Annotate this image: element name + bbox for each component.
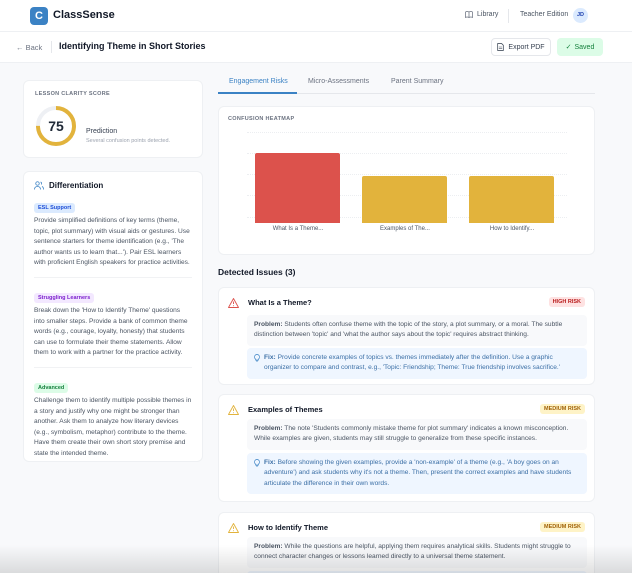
- detected-issues-heading: Detected Issues (3): [218, 267, 296, 277]
- fix-box: Fix: Provide concrete examples of topics…: [247, 348, 587, 379]
- score-label: LESSON CLARITY SCORE: [35, 91, 110, 97]
- problem-label: Problem:: [254, 543, 283, 550]
- warning-icon: [228, 298, 239, 308]
- problem-label: Problem:: [254, 425, 283, 432]
- active-tab-indicator: [218, 92, 297, 94]
- advanced-section: Advanced Challenge them to identify mult…: [34, 376, 192, 468]
- tab-micro-assessments[interactable]: Micro-Assessments: [308, 78, 370, 85]
- issue-card: What Is a Theme? HIGH RISK Problem: Stud…: [218, 287, 595, 385]
- prediction-text: Several confusion points detected.: [86, 138, 171, 144]
- lightbulb-icon: [254, 459, 260, 467]
- fix-box: [247, 571, 587, 573]
- tab-engagement-risks[interactable]: Engagement Risks: [229, 78, 288, 85]
- divider: [508, 9, 509, 23]
- warning-icon: [228, 405, 239, 415]
- issue-title: Examples of Themes: [248, 405, 323, 414]
- app-name[interactable]: ClassSense: [53, 9, 115, 21]
- risk-badge: MEDIUM RISK: [540, 404, 585, 414]
- page-title: Identifying Theme in Short Stories: [59, 41, 206, 51]
- lightbulb-icon: [254, 354, 260, 362]
- fix-text: Before showing the given examples, provi…: [264, 459, 572, 487]
- risk-badge: MEDIUM RISK: [540, 522, 585, 532]
- tab-parent-summary[interactable]: Parent Summary: [391, 78, 444, 85]
- bar-examples-of-themes[interactable]: [362, 176, 447, 223]
- problem-text: The note 'Students commonly mistake them…: [254, 425, 569, 443]
- check-icon: ✓: [565, 44, 572, 51]
- library-label: Library: [477, 11, 499, 18]
- fix-text: Provide concrete examples of topics vs. …: [264, 354, 560, 372]
- top-nav-bar: C ClassSense Library Teacher Edition JD: [0, 0, 632, 32]
- score-value: 75: [48, 118, 64, 134]
- export-pdf-button[interactable]: Export PDF: [491, 38, 551, 56]
- fix-label: Fix:: [264, 354, 276, 361]
- issue-title: How to Identify Theme: [248, 523, 329, 532]
- export-pdf-label: Export PDF: [508, 43, 545, 51]
- risk-badge: HIGH RISK: [548, 297, 585, 307]
- issue-card: Examples of Themes MEDIUM RISK Problem: …: [218, 394, 595, 502]
- saved-button[interactable]: ✓ Saved: [557, 38, 603, 56]
- users-icon: [34, 181, 44, 190]
- library-link[interactable]: Library: [465, 11, 498, 18]
- page-header: ← Back Identifying Theme in Short Storie…: [0, 32, 632, 63]
- warning-icon: [228, 523, 239, 533]
- problem-box: Problem: The note 'Students commonly mis…: [247, 419, 587, 450]
- bar-label: How to Identify...: [489, 226, 535, 232]
- problem-box: Problem: Students often confuse theme wi…: [247, 315, 587, 346]
- struggling-learners-section: Struggling Learners Break down the 'How …: [34, 286, 192, 368]
- grid-line: [247, 132, 567, 133]
- grid-line: [247, 174, 567, 175]
- tab-bar: Engagement Risks Micro-Assessments Paren…: [218, 74, 595, 94]
- saved-label: Saved: [574, 43, 595, 51]
- fix-label: Fix:: [264, 459, 276, 466]
- bar-label: Examples of The...: [380, 226, 430, 232]
- problem-box: Problem: While the questions are helpful…: [247, 537, 587, 568]
- esl-support-text: Provide simplified definitions of key te…: [34, 217, 190, 267]
- fix-box: Fix: Before showing the given examples, …: [247, 453, 587, 495]
- issue-card: How to Identify Theme MEDIUM RISK Proble…: [218, 512, 595, 573]
- confusion-heatmap-card: CONFUSION HEATMAP What Is a Theme... Exa…: [218, 106, 595, 255]
- differentiation-title: Differentiation: [49, 181, 104, 190]
- book-icon: [465, 11, 473, 18]
- bar-how-to-identify[interactable]: [469, 176, 554, 223]
- issue-title: What Is a Theme?: [248, 298, 312, 307]
- advanced-tag: Advanced: [34, 382, 69, 393]
- edition-label: Teacher Edition: [520, 11, 569, 18]
- score-ring: [36, 106, 76, 146]
- grid-line: [247, 153, 567, 154]
- back-button[interactable]: ← Back: [16, 43, 43, 52]
- esl-support-section: ESL Support Provide simplified definitio…: [34, 196, 192, 278]
- struggling-learners-tag: Struggling Learners: [34, 292, 95, 303]
- prediction-title: Prediction: [86, 128, 118, 135]
- differentiation-card: Differentiation ESL Support Provide simp…: [23, 171, 203, 462]
- app-logo-icon[interactable]: C: [30, 7, 48, 25]
- problem-text: While the questions are helpful, applyin…: [254, 543, 571, 561]
- lesson-clarity-score-card: LESSON CLARITY SCORE 75 Prediction Sever…: [23, 80, 203, 158]
- document-icon: [497, 43, 505, 51]
- esl-support-tag: ESL Support: [34, 203, 76, 213]
- problem-label: Problem:: [254, 321, 283, 328]
- heatmap-title: CONFUSION HEATMAP: [228, 116, 295, 122]
- bar-label: What Is a Theme...: [272, 226, 324, 232]
- divider: [51, 41, 52, 53]
- bar-what-is-a-theme[interactable]: [255, 153, 340, 223]
- user-avatar[interactable]: JD: [573, 8, 588, 23]
- problem-text: Students often confuse theme with the to…: [254, 321, 563, 339]
- struggling-learners-text: Break down the 'How to Identify Theme' q…: [34, 306, 188, 357]
- advanced-text: Challenge them to identify multiple poss…: [34, 396, 192, 457]
